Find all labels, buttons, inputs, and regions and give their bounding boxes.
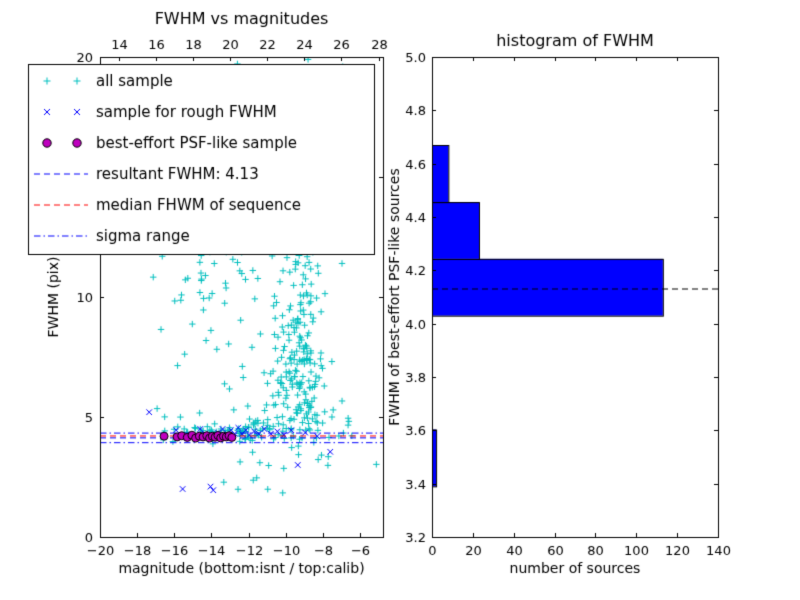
fwhm-figure-canvas: [0, 0, 800, 600]
matplotlib-figure: [0, 0, 800, 600]
